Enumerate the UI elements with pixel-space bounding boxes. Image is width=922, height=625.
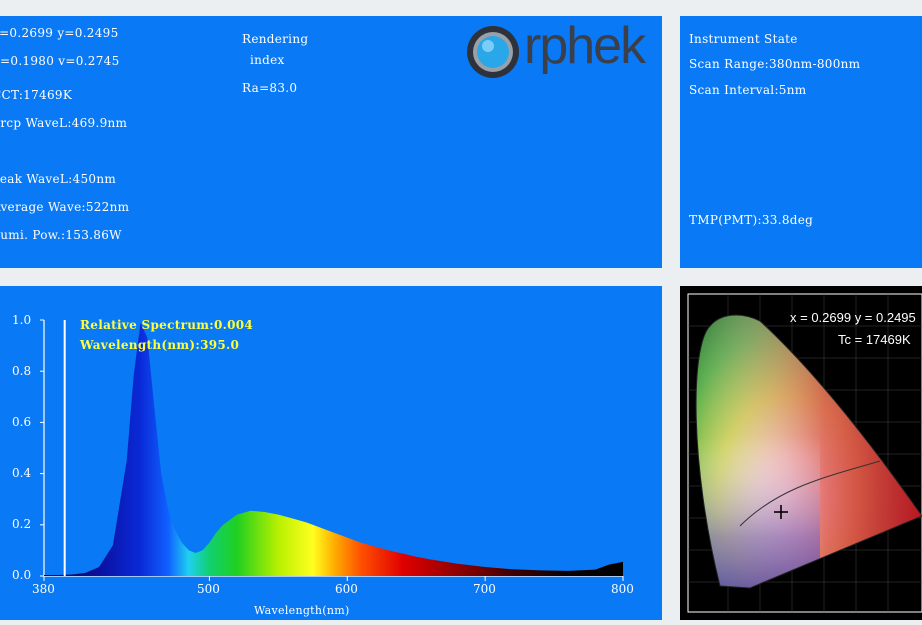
spectrum-chart — [40, 319, 624, 581]
x-tick-label: 380 — [32, 582, 55, 596]
index-label: index — [250, 53, 285, 67]
y-tick-label: 0.2 — [12, 517, 32, 531]
chromaticity-xy: x=0.2699 y=0.2495 — [0, 26, 119, 40]
y-tick-label: 0.8 — [12, 364, 32, 378]
logo-wordmark: rphek — [524, 17, 646, 75]
peak-wavelength: Peak WaveL:450nm — [0, 172, 117, 186]
scan-interval: Scan Interval:5nm — [689, 83, 807, 97]
cct-value: CCT:17469K — [0, 88, 73, 102]
chromaticity-crosshair — [774, 505, 788, 519]
x-tick-label: 800 — [611, 582, 634, 596]
y-tick-label: 0.0 — [12, 568, 32, 582]
logo-ring-icon — [467, 26, 519, 78]
x-tick-label: 500 — [197, 582, 220, 596]
spectrum-panel: Relative Spectrum:0.004 Wavelength(nm):3… — [0, 286, 662, 620]
scan-range: Scan Range:380nm-800nm — [689, 57, 861, 71]
wavelength-readout: Wavelength(nm):395.0 — [80, 338, 240, 352]
cie-chromaticity-diagram — [680, 286, 922, 620]
prcp-wavelength: Prcp WaveL:469.9nm — [0, 116, 128, 130]
measurement-panel: x=0.2699 y=0.2495 u=0.1980 v=0.2745 CCT:… — [0, 16, 662, 268]
spectrum-fill — [44, 322, 623, 576]
y-tick-label: 0.4 — [12, 466, 32, 480]
lumi-power: Lumi. Pow.:153.86W — [0, 228, 122, 242]
rendering-label: Rendering — [242, 32, 309, 46]
pmt-temperature: TMP(PMT):33.8deg — [689, 213, 814, 227]
cie-xy-readout: x = 0.2699 y = 0.2495 — [790, 310, 916, 325]
cie-tc-readout: Tc = 17469K — [838, 332, 911, 347]
relative-spectrum-readout: Relative Spectrum:0.004 — [80, 318, 254, 332]
instrument-panel: Instrument State Scan Range:380nm-800nm … — [680, 16, 922, 268]
average-wave: Average Wave:522nm — [0, 200, 130, 214]
chromaticity-uv: u=0.1980 v=0.2745 — [0, 54, 120, 68]
instrument-state-title: Instrument State — [689, 32, 798, 46]
orphek-logo: rphek — [462, 18, 662, 82]
x-tick-label: 600 — [335, 582, 358, 596]
x-tick-label: 700 — [473, 582, 496, 596]
y-tick-label: 1.0 — [12, 313, 32, 327]
x-axis-label: Wavelength(nm) — [254, 604, 350, 617]
cie-diagram-panel: x = 0.2699 y = 0.2495 Tc = 17469K — [680, 286, 922, 620]
y-tick-label: 0.6 — [12, 415, 32, 429]
ra-value: Ra=83.0 — [242, 81, 298, 95]
